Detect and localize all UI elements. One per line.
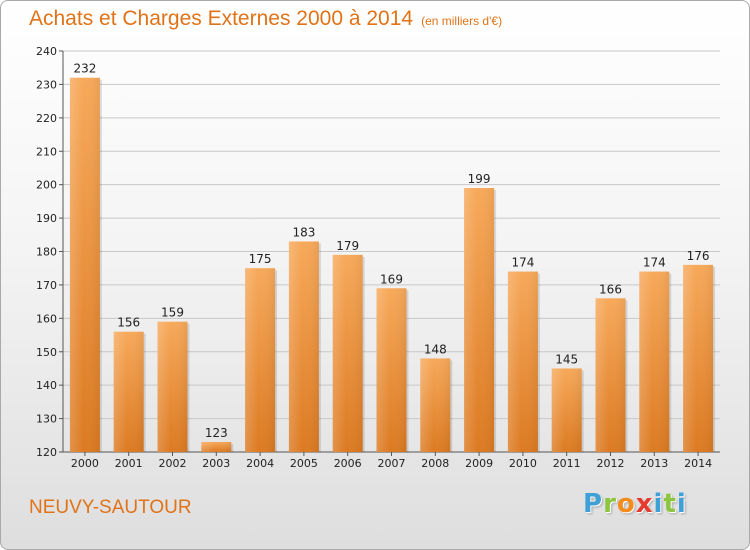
city-name: NEUVY-SAUTOUR xyxy=(29,497,192,518)
bar-sheen xyxy=(683,264,714,452)
x-tick-label: 2010 xyxy=(509,457,537,470)
y-tick-label: 200 xyxy=(36,179,57,192)
value-label: 159 xyxy=(161,306,184,320)
bar-sheen xyxy=(288,241,319,452)
y-tick-label: 140 xyxy=(36,379,57,392)
bar-2003 xyxy=(201,441,234,452)
bar-2002 xyxy=(157,321,190,452)
logo-letter: i xyxy=(653,489,664,519)
chart-title: Achats et Charges Externes 2000 à 2014 (e… xyxy=(29,7,502,31)
y-tick-label: 180 xyxy=(36,246,57,259)
bar-2004 xyxy=(245,268,278,452)
x-tick-label: 2005 xyxy=(290,457,318,470)
value-label: 166 xyxy=(599,282,622,296)
x-tick-label: 2006 xyxy=(334,457,362,470)
x-tick-label: 2004 xyxy=(246,457,274,470)
bar-2008 xyxy=(420,358,453,452)
logo-letter: i xyxy=(676,489,687,519)
bar-2009 xyxy=(464,188,497,452)
y-tick-label: 120 xyxy=(36,446,57,459)
bar-sheen xyxy=(420,358,451,452)
logo-letter: x xyxy=(635,489,654,519)
bar-sheen xyxy=(113,331,144,452)
x-tick-label: 2007 xyxy=(378,457,406,470)
proxiti-logo: Proxiti xyxy=(583,489,687,519)
value-label: 176 xyxy=(687,249,710,263)
value-label: 123 xyxy=(205,426,228,440)
logo-letter: o xyxy=(616,489,636,519)
value-label: 174 xyxy=(511,256,534,270)
x-tick-label: 2008 xyxy=(421,457,449,470)
bar-sheen xyxy=(551,368,582,452)
value-label: 183 xyxy=(292,225,315,239)
labels: 120 130 140 150 160 170 180 190 200 210 220 230 240 2… xyxy=(36,45,712,470)
logo-letter: P xyxy=(583,489,604,519)
bar-2012 xyxy=(595,298,628,452)
bar-sheen xyxy=(376,288,407,452)
bar-sheen xyxy=(595,298,626,452)
bar-2010 xyxy=(507,271,540,452)
logo-letter: r xyxy=(603,489,617,519)
bar-sheen xyxy=(69,77,100,452)
y-tick-label: 190 xyxy=(36,212,57,225)
bars xyxy=(69,77,716,452)
value-label: 175 xyxy=(249,252,272,266)
value-label: 156 xyxy=(117,316,140,330)
bar-sheen xyxy=(245,268,276,452)
y-tick-label: 150 xyxy=(36,346,57,359)
bar-sheen xyxy=(507,271,538,452)
x-tick-label: 2011 xyxy=(553,457,581,470)
x-tick-label: 2001 xyxy=(115,457,143,470)
value-label: 179 xyxy=(336,239,359,253)
x-tick-label: 2002 xyxy=(159,457,187,470)
y-tick-label: 160 xyxy=(36,312,57,325)
bar-sheen xyxy=(464,188,495,452)
value-label: 148 xyxy=(424,342,447,356)
x-tick-label: 2013 xyxy=(640,457,668,470)
bar-sheen xyxy=(639,271,670,452)
value-label: 199 xyxy=(468,172,491,186)
y-tick-label: 230 xyxy=(36,78,57,91)
bar-2013 xyxy=(639,271,672,452)
y-tick-label: 170 xyxy=(36,279,57,292)
bar-2001 xyxy=(113,331,146,452)
bar-2006 xyxy=(332,254,365,452)
logo-letter: t xyxy=(663,489,677,519)
y-tick-label: 210 xyxy=(36,145,57,158)
title-text: Achats et Charges Externes 2000 à 2014 xyxy=(29,7,414,30)
bar-2005 xyxy=(288,241,321,452)
x-tick-label: 2000 xyxy=(71,457,99,470)
y-tick-label: 240 xyxy=(36,45,57,58)
value-label: 232 xyxy=(73,62,96,76)
value-label: 174 xyxy=(643,256,666,270)
x-tick-label: 2012 xyxy=(597,457,625,470)
bar-2007 xyxy=(376,288,409,452)
bar-sheen xyxy=(201,441,232,452)
bar-2014 xyxy=(683,264,716,452)
bar-sheen xyxy=(332,254,363,452)
title-unit: (en milliers d'€) xyxy=(421,14,503,28)
x-tick-label: 2003 xyxy=(202,457,230,470)
x-tick-label: 2009 xyxy=(465,457,493,470)
bar-sheen xyxy=(157,321,188,452)
x-tick-label: 2014 xyxy=(684,457,712,470)
value-label: 145 xyxy=(555,352,578,366)
bar-2000 xyxy=(69,77,102,452)
bar-2011 xyxy=(551,368,584,452)
value-label: 169 xyxy=(380,272,403,286)
y-tick-label: 220 xyxy=(36,112,57,125)
y-tick-label: 130 xyxy=(36,413,57,426)
